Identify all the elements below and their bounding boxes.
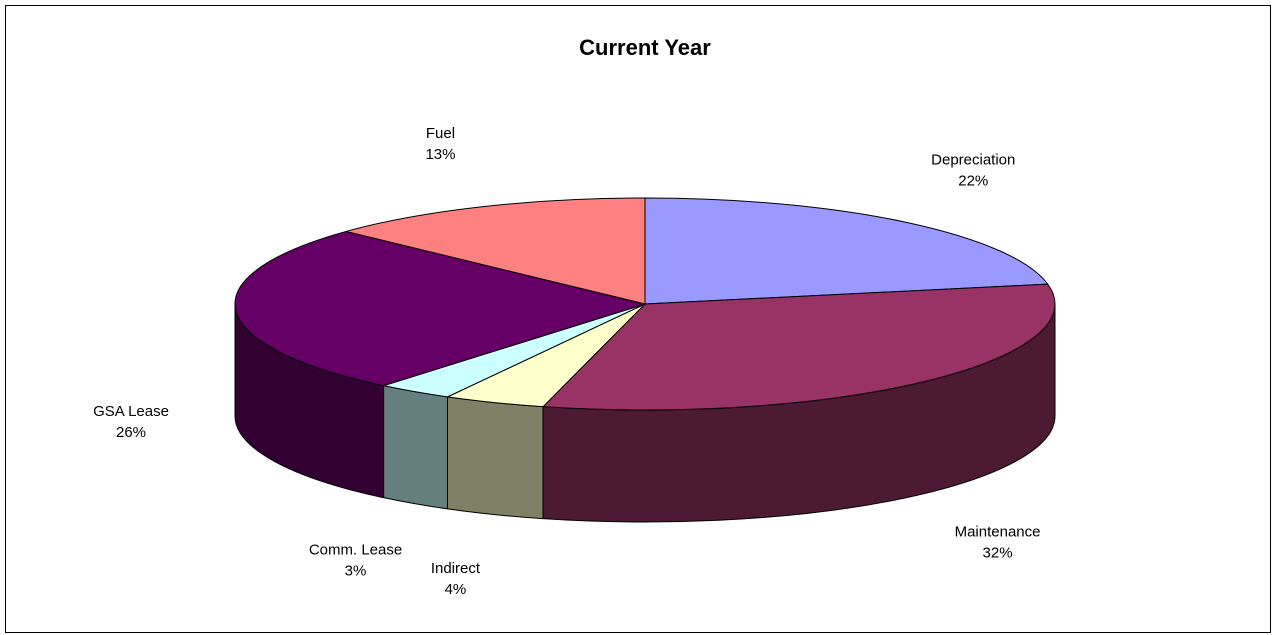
slice-percent-label: 26% xyxy=(116,424,146,441)
pie-labels: Depreciation 22% Maintenance 32% Indirect 4% C… xyxy=(93,125,1040,598)
slice-label-indirect: Indirect 4% xyxy=(431,560,481,598)
slice-percent-label: 4% xyxy=(445,581,467,598)
pie-side-indirect xyxy=(446,396,544,520)
slice-category-label: Indirect xyxy=(431,560,481,577)
slice-percent-label: 13% xyxy=(425,146,455,163)
slice-category-label: GSA Lease xyxy=(93,403,169,420)
pie-top-faces xyxy=(234,197,1056,411)
slice-label-depreciation: Depreciation 22% xyxy=(931,152,1015,190)
slice-category-label: Depreciation xyxy=(931,152,1015,169)
slice-label-maintenance: Maintenance 32% xyxy=(955,524,1041,562)
slice-category-label: Comm. Lease xyxy=(309,542,402,559)
slice-percent-label: 32% xyxy=(983,545,1013,562)
slice-category-label: Maintenance xyxy=(955,524,1041,541)
slice-category-label: Fuel xyxy=(426,125,455,142)
chart-title: Current Year xyxy=(579,35,711,60)
pie-slice-depreciation xyxy=(644,197,1049,305)
pie-slice-gsa-lease xyxy=(234,230,646,387)
slice-label-fuel: Fuel 13% xyxy=(425,125,455,163)
pie-side-comm-lease xyxy=(383,385,448,510)
pie-slice-maintenance xyxy=(542,283,1056,411)
slice-percent-label: 22% xyxy=(958,173,988,190)
slice-label-comm-lease: Comm. Lease 3% xyxy=(309,542,402,580)
slice-percent-label: 3% xyxy=(345,563,367,580)
slice-label-gsa-lease: GSA Lease 26% xyxy=(93,403,169,441)
pie-side-walls xyxy=(234,303,1056,523)
pie-slice-fuel xyxy=(345,197,646,305)
